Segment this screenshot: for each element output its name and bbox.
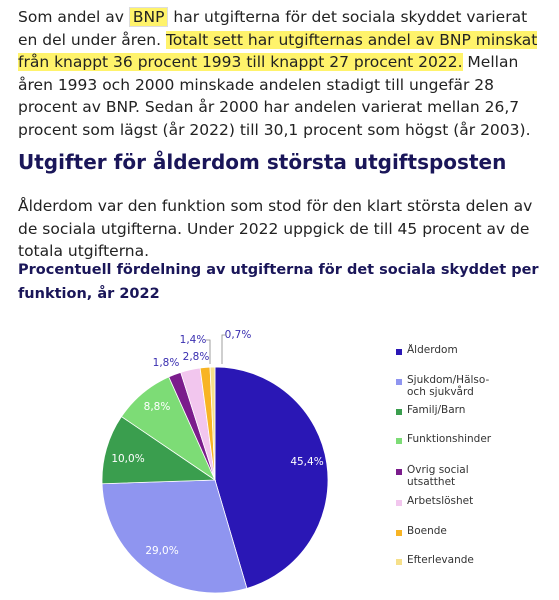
data-label: 45,4% xyxy=(290,456,323,468)
pie-slice xyxy=(101,479,248,594)
legend-swatch xyxy=(396,530,402,536)
data-label: 0,7% xyxy=(225,329,252,341)
legend-swatch xyxy=(396,438,402,444)
legend-swatch xyxy=(396,379,402,385)
leader-line xyxy=(206,339,211,364)
legend-swatch xyxy=(396,559,402,565)
legend-item: Sjukdom/Hälso- och sjukvård xyxy=(407,374,490,398)
legend-item: Boende xyxy=(407,525,447,537)
legend-swatch xyxy=(396,409,402,415)
legend-item: Funktionshinder xyxy=(407,433,492,445)
legend-swatch xyxy=(396,349,402,355)
legend-label: Familj/Barn xyxy=(407,404,466,416)
highlight: BNP xyxy=(128,7,169,27)
legend-item: Familj/Barn xyxy=(407,404,466,416)
legend-label: Efterlevande xyxy=(407,554,474,566)
chart-title: Procentuell fördelning av utgifterna för… xyxy=(18,262,539,302)
legend-label: Ålderdom xyxy=(407,344,458,356)
legend-item: Efterlevande xyxy=(407,554,474,566)
legend-swatch xyxy=(396,469,402,475)
text: Mellan åren 1993 och 2000 minskade andel… xyxy=(18,53,531,139)
paragraph: Ålderdom var den funktion som stod för d… xyxy=(18,197,533,260)
paragraph: Som andel av BNP har utgifterna för det … xyxy=(18,6,540,141)
legend-swatch xyxy=(396,500,402,506)
data-label: 29,0% xyxy=(145,545,178,557)
legend-item: Ålderdom xyxy=(407,344,458,356)
legend-item: Övrig social utsatthet xyxy=(407,464,469,488)
legend-label: Boende xyxy=(407,525,447,537)
pie-slice xyxy=(101,416,217,485)
data-label: 2,8% xyxy=(183,351,210,363)
data-label: 8,8% xyxy=(144,401,171,413)
data-label: 1,8% xyxy=(153,357,180,369)
legend-label: Funktionshinder xyxy=(407,433,492,445)
legend-label: Sjukdom/Hälso- och sjukvård xyxy=(407,374,490,398)
legend-item: Arbetslöshet xyxy=(407,495,474,507)
heading: Utgifter för ålderdom största utgiftspos… xyxy=(18,150,507,174)
pie-slice xyxy=(214,366,329,589)
data-label: 10,0% xyxy=(111,453,144,465)
data-label: 1,4% xyxy=(180,334,207,346)
legend-label: Arbetslöshet xyxy=(407,495,474,507)
leader-line xyxy=(221,334,226,364)
text: har utgifterna för det sociala skyddet v… xyxy=(18,8,528,49)
legend-label: Övrig social utsatthet xyxy=(407,464,469,488)
text: Som andel av xyxy=(18,8,129,26)
chart: 45,4% 29,0% 10,0% 8,8% 1,8% 2,8% 1,4% 0,7% Ålder… xyxy=(101,329,492,594)
pie-slice xyxy=(209,366,216,481)
